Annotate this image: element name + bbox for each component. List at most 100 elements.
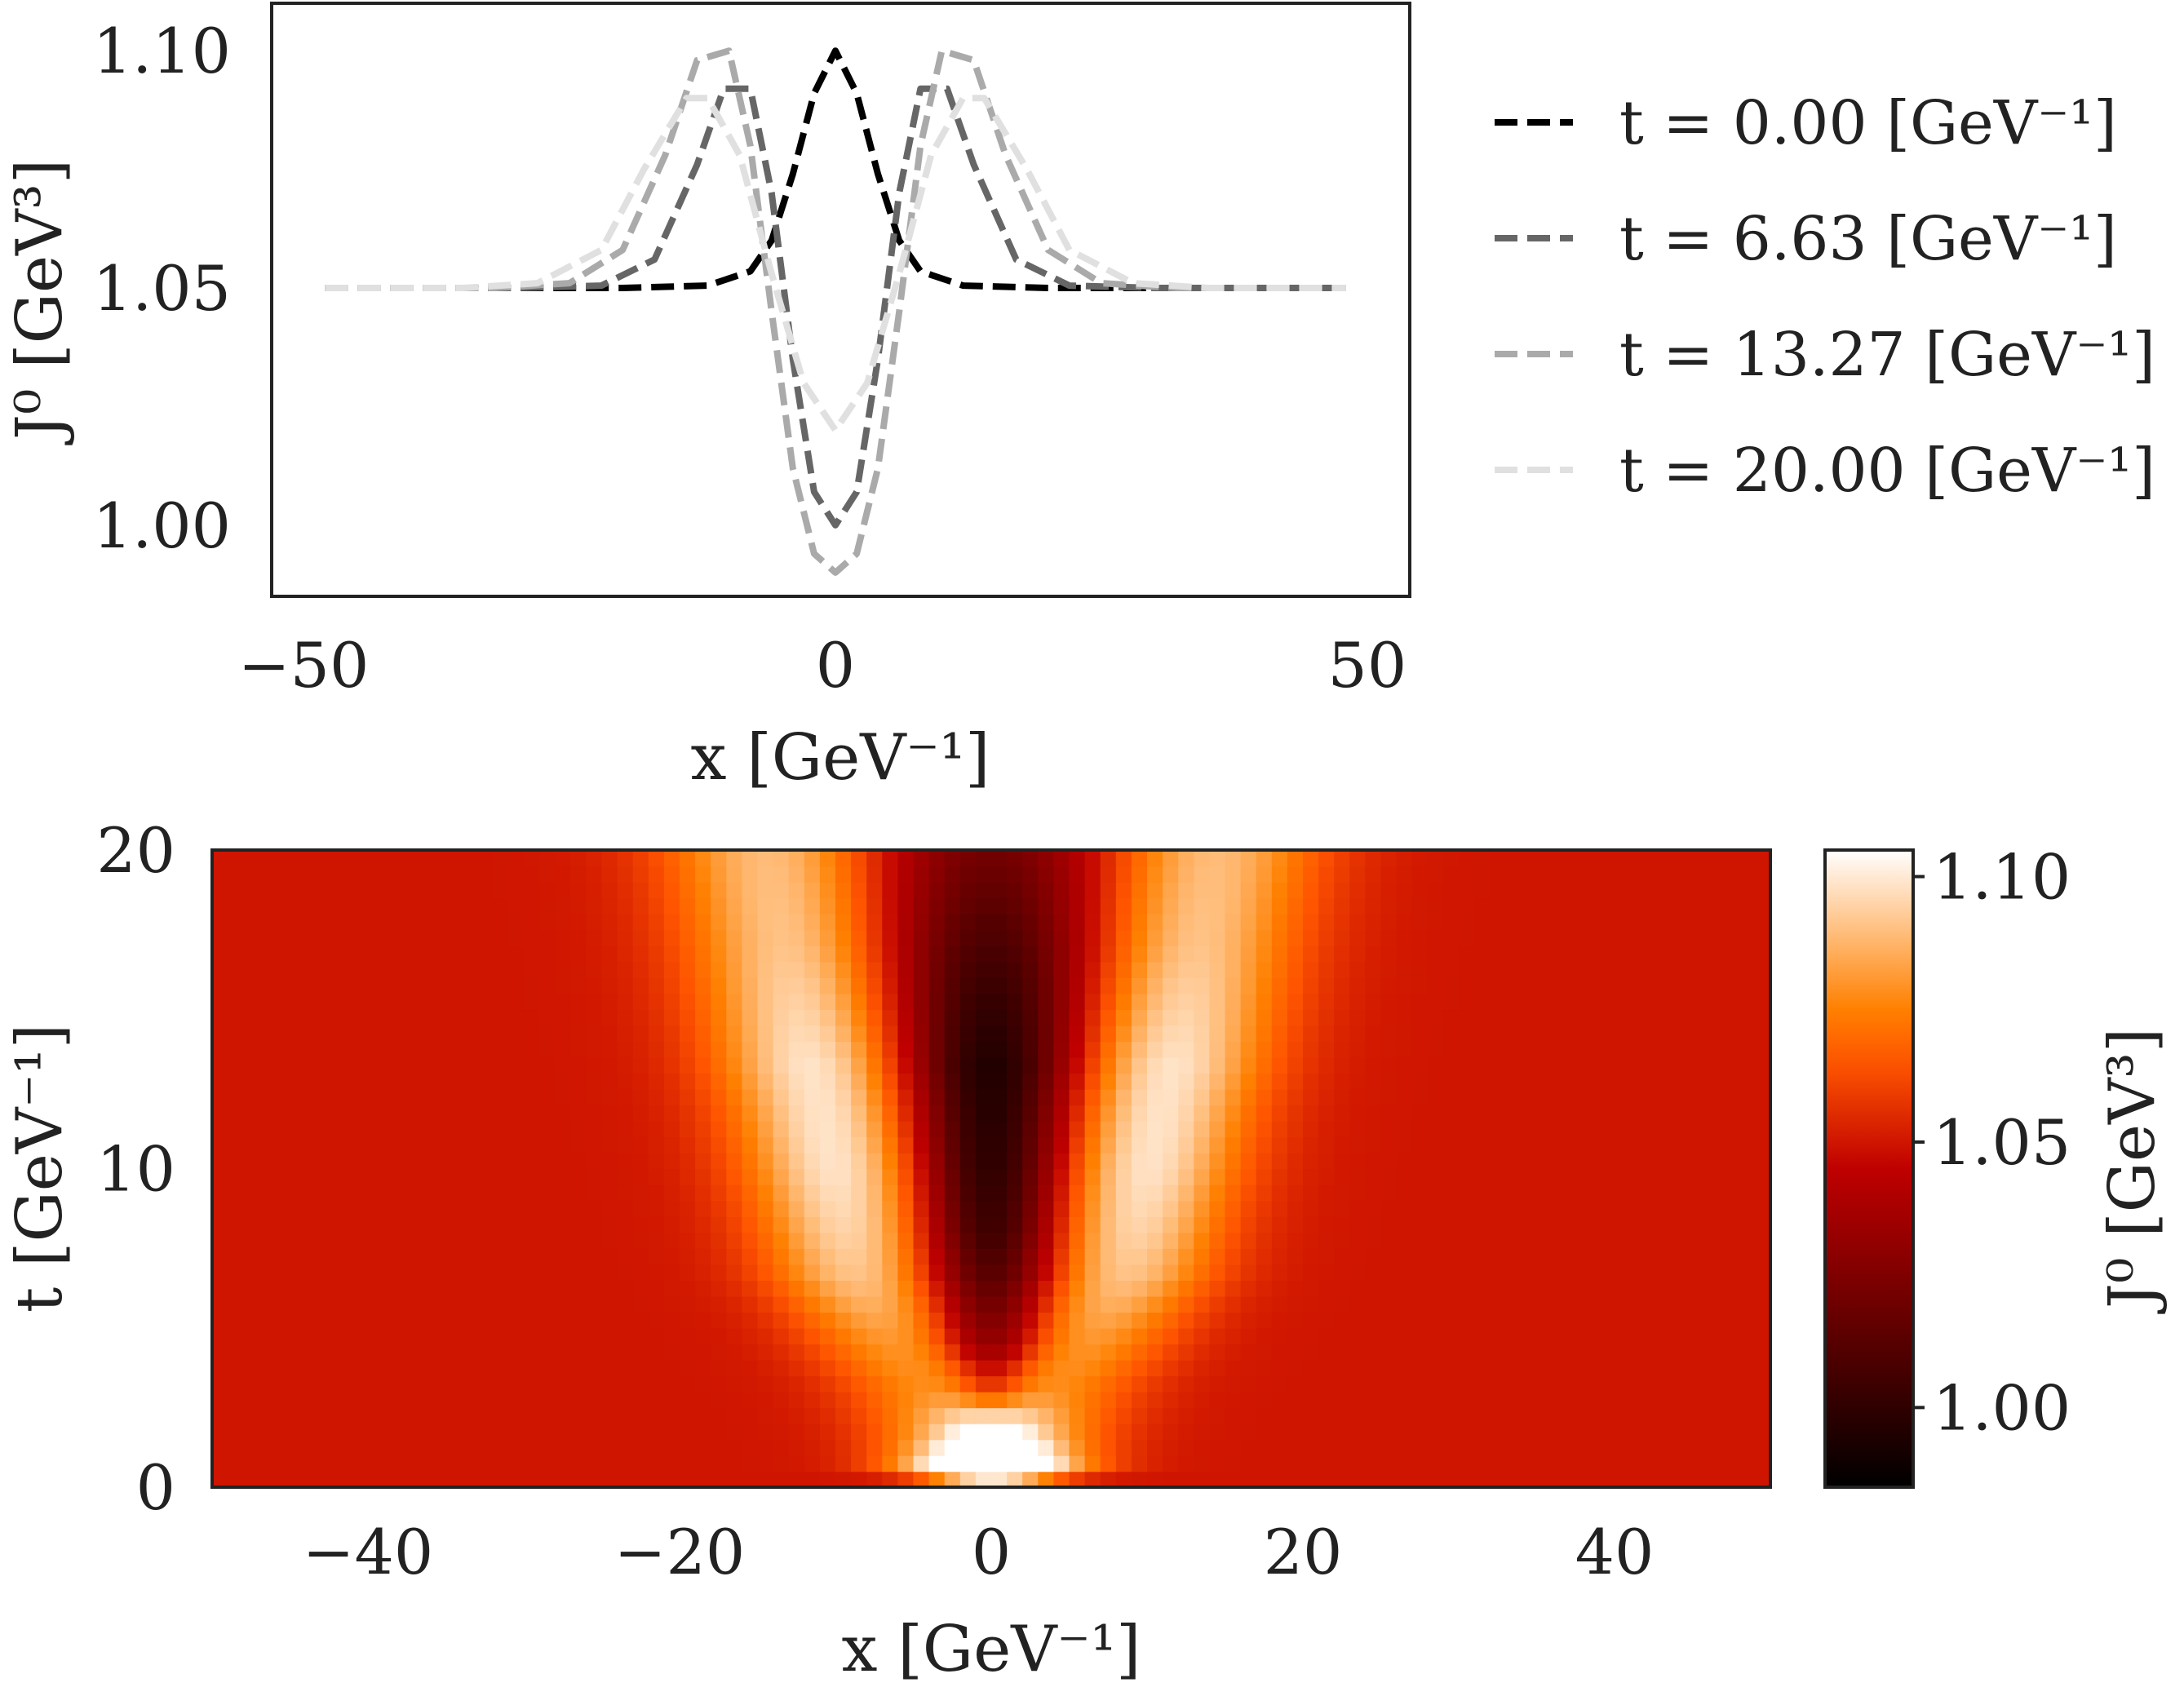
heatmap-cell (243, 1248, 260, 1265)
heatmap-cell (1318, 993, 1335, 1011)
heatmap-cell (1646, 1168, 1663, 1185)
heatmap-cell (1396, 1280, 1413, 1297)
heatmap-cell (1318, 1216, 1335, 1233)
heatmap-cell (882, 1041, 899, 1058)
heatmap-cell (368, 1471, 384, 1487)
heatmap-cell (1380, 977, 1398, 994)
heatmap-cell (492, 1471, 509, 1487)
colorbar-tick-label: 1.00 (1933, 1371, 2071, 1444)
heatmap-cell (1411, 1327, 1429, 1345)
heatmap-cell (1598, 1136, 1615, 1154)
heatmap-cell (1505, 1009, 1522, 1026)
heatmap-cell (913, 1327, 930, 1345)
heatmap-cell (1411, 1375, 1429, 1393)
heatmap-cell (617, 1152, 634, 1170)
heatmap-cell (243, 850, 260, 867)
heatmap-cell (711, 1152, 728, 1170)
heatmap-cell (507, 1152, 525, 1170)
heatmap-cell (1271, 1391, 1288, 1409)
heatmap-cell (1427, 1232, 1444, 1249)
heatmap-cell (726, 1216, 743, 1233)
heatmap-cell (680, 1327, 696, 1345)
heatmap-cell (1287, 866, 1304, 883)
heatmap-cell (1459, 882, 1475, 899)
heatmap-cell (1521, 1056, 1538, 1074)
heatmap-cell (1630, 1280, 1646, 1297)
heatmap-cell (897, 1295, 915, 1313)
heatmap-cell (788, 1455, 805, 1472)
heatmap-cell (1007, 1344, 1023, 1361)
heatmap-cell (601, 850, 618, 867)
heatmap-cell (352, 1359, 369, 1377)
heatmap-cell (1646, 1185, 1663, 1202)
heatmap-cell (570, 1327, 587, 1345)
heatmap-cell (1334, 1455, 1351, 1472)
heatmap-cell (663, 1312, 680, 1329)
heatmap-cell (1583, 1264, 1600, 1281)
heatmap-cell (991, 993, 1008, 1011)
heatmap-cell (991, 1232, 1008, 1249)
heatmap-cell (1271, 1280, 1288, 1297)
heatmap-cell (851, 1391, 867, 1409)
heatmap-cell (1038, 1439, 1055, 1456)
heatmap-cell (975, 1232, 992, 1249)
heatmap-cell (1380, 1025, 1398, 1043)
heatmap-cell (586, 1248, 603, 1265)
heatmap-cell (773, 1264, 790, 1281)
heatmap-cell (1598, 850, 1615, 867)
line-plot-x-label: x [GeV⁻¹] (691, 721, 990, 795)
heatmap-cell (1007, 1455, 1023, 1472)
heatmap-cell (959, 1359, 977, 1377)
heatmap-cell (383, 1471, 400, 1487)
heatmap-cell (1521, 977, 1538, 994)
heatmap-cell (897, 1264, 915, 1281)
heatmap-cell (882, 1200, 899, 1217)
heatmap-cell (601, 866, 618, 883)
heatmap-cell (1536, 882, 1553, 899)
heatmap-cell (1598, 1407, 1615, 1424)
heatmap-cell (1442, 977, 1460, 994)
heatmap-cell (663, 1471, 680, 1487)
heatmap-cell (586, 1088, 603, 1106)
heatmap-cell (1427, 1264, 1444, 1281)
heatmap-cell (1427, 1152, 1444, 1170)
heatmap-cell (259, 1232, 276, 1249)
heatmap-cell (1646, 1073, 1663, 1090)
heatmap-cell (913, 897, 930, 914)
heatmap-cell (555, 1407, 572, 1424)
heatmap-cell (1287, 1120, 1304, 1138)
heatmap-cell (1349, 1455, 1367, 1472)
heatmap-cell (1365, 1041, 1382, 1058)
heatmap-cell (352, 1152, 369, 1170)
heatmap-cell (1536, 1455, 1553, 1472)
heatmap-cell (539, 866, 556, 883)
heatmap-cell (788, 1073, 805, 1090)
heatmap-cell (1739, 961, 1756, 978)
heatmap-cell (1271, 866, 1288, 883)
heatmap-cell (913, 1471, 930, 1487)
heatmap-cell (632, 1009, 649, 1026)
heatmap-cell (321, 866, 338, 883)
heatmap-cell (1411, 1168, 1429, 1185)
heatmap-cell (959, 1120, 977, 1138)
heatmap-cell (1256, 1152, 1273, 1170)
heatmap-cell (804, 1455, 821, 1472)
heatmap-cell (1287, 993, 1304, 1011)
heatmap-cell (399, 882, 416, 899)
heatmap-cell (1240, 961, 1257, 978)
heatmap-cell (1194, 897, 1211, 914)
heatmap-cell (928, 1120, 946, 1138)
heatmap-cell (1459, 961, 1475, 978)
heatmap-cell (944, 1009, 961, 1026)
heatmap-cell (1271, 929, 1288, 946)
heatmap-cell (399, 1280, 416, 1297)
heatmap-cell (1256, 866, 1273, 883)
heatmap-cell (1754, 1295, 1770, 1313)
heatmap-cell (445, 1344, 463, 1361)
heatmap-cell (274, 1200, 291, 1217)
heatmap-cell (648, 1168, 665, 1185)
heatmap-cell (1349, 1185, 1367, 1202)
heatmap-cell (476, 1344, 494, 1361)
heatmap-cell (507, 1359, 525, 1377)
heatmap-cell (680, 1439, 696, 1456)
